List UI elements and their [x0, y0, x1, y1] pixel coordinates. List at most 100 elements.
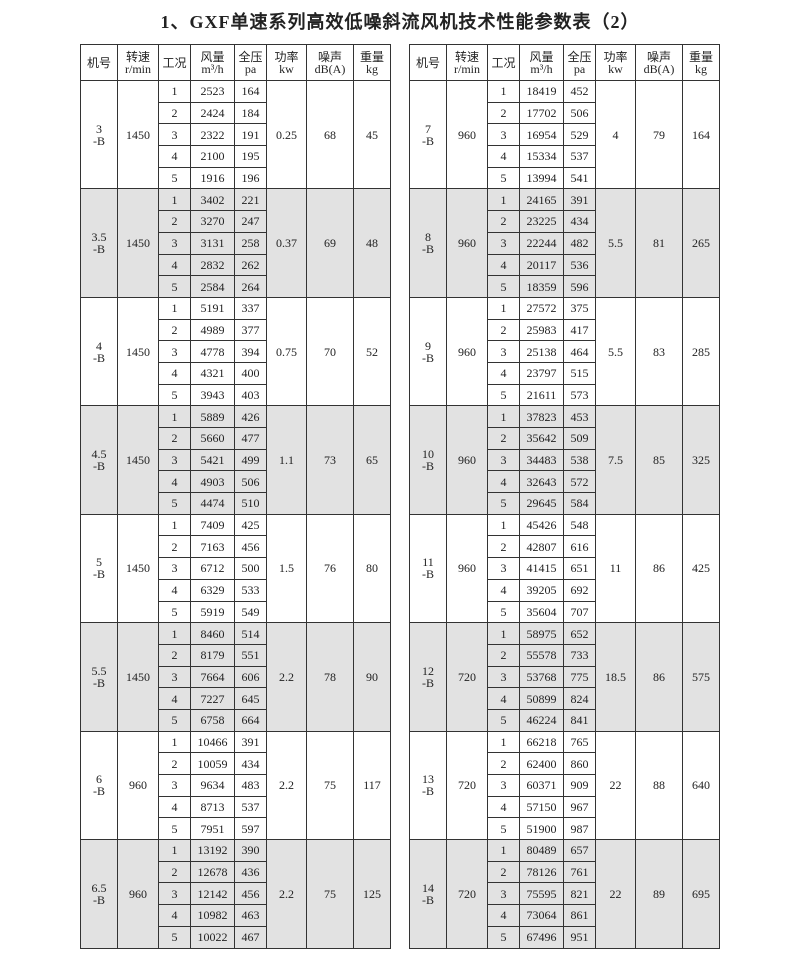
data-row: 3 7664 606 [81, 665, 391, 689]
speed-cell: 1450 [117, 79, 159, 190]
condition-cell: 4 [158, 904, 191, 927]
condition-cell: 4 [158, 253, 191, 277]
weight-cell: 65 [353, 405, 391, 515]
data-row: 8 -B 960 1 24165 391 5.5 81 265 [409, 188, 720, 298]
pressure-cell: 452 [563, 80, 596, 103]
power-cell: 0.75 [266, 296, 307, 407]
weight-cell: 640 [682, 730, 720, 841]
model-cell: 5.5 -B [80, 622, 118, 732]
data-row: 4 23797 515 [410, 361, 720, 385]
data-row: 3 25138 464 [410, 340, 720, 363]
pressure-cell: 264 [234, 275, 267, 298]
pressure-cell: 651 [563, 557, 596, 580]
airflow-cell: 32643 [519, 470, 564, 494]
pressure-cell: 191 [234, 123, 267, 147]
condition-cell: 2 [158, 210, 191, 233]
airflow-cell: 75595 [519, 882, 564, 906]
noise-cell: 81 [635, 188, 683, 298]
noise-cell: 75 [306, 730, 354, 841]
data-row: 2 7163 456 [81, 535, 391, 559]
condition-cell: 5 [158, 166, 191, 190]
condition-cell: 3 [487, 882, 520, 906]
header-cell: 机号 [80, 44, 118, 81]
noise-cell: 76 [306, 513, 354, 624]
pressure-cell: 391 [234, 730, 267, 754]
model-cell: 7 -B [409, 79, 447, 190]
airflow-cell: 5421 [190, 448, 235, 472]
data-row: 4 32643 572 [410, 470, 720, 494]
airflow-cell: 3131 [190, 231, 235, 255]
noise-cell: 73 [306, 405, 354, 515]
pressure-cell: 584 [563, 492, 596, 515]
airflow-cell: 46224 [519, 708, 564, 732]
model-cell: 4 -B [80, 296, 118, 407]
condition-cell: 3 [158, 774, 191, 797]
weight-cell: 325 [682, 405, 720, 515]
condition-cell: 4 [487, 470, 520, 494]
airflow-cell: 18359 [519, 275, 564, 298]
condition-cell: 5 [487, 275, 520, 298]
pressure-cell: 529 [563, 123, 596, 147]
condition-cell: 2 [158, 752, 191, 775]
condition-cell: 3 [487, 557, 520, 580]
pressure-cell: 761 [563, 860, 596, 884]
condition-cell: 2 [158, 101, 191, 125]
data-row: 2 8179 551 [81, 643, 391, 667]
data-row: 11 -B 960 1 45426 548 11 86 425 [409, 513, 720, 624]
airflow-cell: 57150 [519, 795, 564, 819]
condition-cell: 1 [158, 839, 191, 862]
data-row: 3 4778 394 [81, 340, 391, 363]
data-row: 3 2322 191 [81, 123, 391, 147]
condition-cell: 4 [487, 795, 520, 819]
model-cell: 6 -B [80, 730, 118, 841]
airflow-cell: 22244 [519, 231, 564, 255]
header-row: 机号 转速 r/min 工况 风量 m³/h 全压 pa 功率 kw 噪声 dB(A) 重量 … [409, 44, 720, 81]
speed-cell: 960 [117, 730, 159, 841]
condition-cell: 4 [487, 578, 520, 602]
pressure-cell: 548 [563, 513, 596, 537]
airflow-cell: 8713 [190, 795, 235, 819]
speed-cell: 960 [446, 296, 488, 407]
airflow-cell: 42807 [519, 535, 564, 559]
data-row: 3 60371 909 [410, 774, 720, 797]
pressure-cell: 394 [234, 340, 267, 363]
condition-cell: 3 [487, 448, 520, 472]
pressure-cell: 377 [234, 318, 267, 342]
airflow-cell: 60371 [519, 774, 564, 797]
condition-cell: 3 [158, 882, 191, 906]
condition-cell: 3 [158, 665, 191, 689]
data-row: 5 18359 596 [410, 275, 720, 298]
airflow-cell: 15334 [519, 145, 564, 168]
airflow-cell: 2584 [190, 275, 235, 298]
pressure-cell: 514 [234, 622, 267, 645]
condition-cell: 1 [487, 296, 520, 320]
data-row: 2 55578 733 [410, 643, 720, 667]
noise-cell: 70 [306, 296, 354, 407]
condition-cell: 5 [158, 925, 191, 949]
airflow-cell: 13192 [190, 839, 235, 862]
weight-cell: 90 [353, 622, 391, 732]
condition-cell: 1 [487, 405, 520, 428]
power-cell: 22 [595, 730, 636, 841]
pressure-cell: 391 [563, 188, 596, 212]
airflow-cell: 50899 [519, 687, 564, 710]
header-cell: 重量 kg [353, 44, 391, 81]
data-row: 4 10982 463 [81, 904, 391, 927]
condition-cell: 4 [487, 253, 520, 277]
condition-cell: 3 [158, 448, 191, 472]
airflow-cell: 66218 [519, 730, 564, 754]
speed-cell: 1450 [117, 188, 159, 298]
condition-cell: 2 [487, 752, 520, 775]
power-cell: 18.5 [595, 622, 636, 732]
power-cell: 5.5 [595, 188, 636, 298]
data-row: 3 53768 775 [410, 665, 720, 689]
model-cell: 10 -B [409, 405, 447, 515]
airflow-cell: 25138 [519, 340, 564, 363]
airflow-cell: 23797 [519, 361, 564, 385]
header-cell: 风量 m³/h [519, 44, 564, 81]
airflow-cell: 39205 [519, 578, 564, 602]
pressure-cell: 337 [234, 296, 267, 320]
pressure-cell: 951 [563, 925, 596, 949]
airflow-cell: 2523 [190, 80, 235, 103]
condition-cell: 5 [487, 166, 520, 190]
